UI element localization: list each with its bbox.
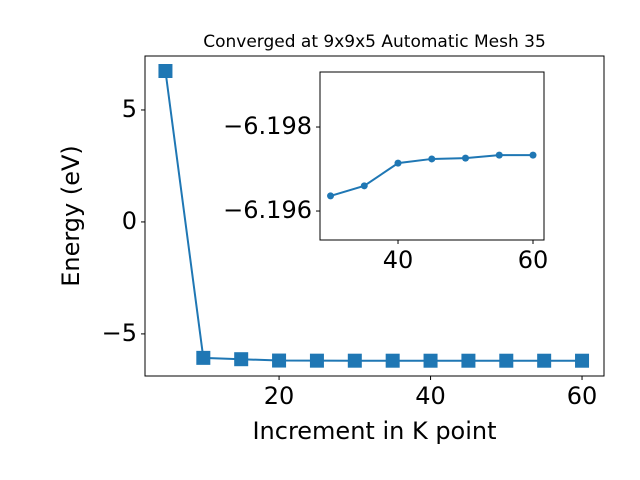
marker <box>309 353 324 368</box>
marker <box>327 192 335 200</box>
marker <box>423 353 438 368</box>
chart-title: Converged at 9x9x5 Automatic Mesh 35 <box>203 32 546 52</box>
marker <box>495 151 503 159</box>
marker <box>360 182 368 190</box>
y-tick-label: 0 <box>122 207 137 235</box>
marker <box>428 155 436 163</box>
x-axis-label: Increment in K point <box>252 417 496 445</box>
x-tick-label: 20 <box>264 382 295 410</box>
marker <box>461 353 476 368</box>
x-tick-label: 40 <box>415 382 446 410</box>
marker <box>529 151 537 159</box>
marker <box>347 353 362 368</box>
marker <box>499 353 514 368</box>
marker <box>537 353 552 368</box>
marker <box>196 350 211 365</box>
x-tick-label: 60 <box>567 382 598 410</box>
marker <box>272 353 287 368</box>
marker <box>394 159 402 167</box>
marker <box>158 64 173 79</box>
y-tick-label: −6.196 <box>223 196 312 224</box>
y-tick-label: −5 <box>102 319 137 347</box>
marker <box>575 353 590 368</box>
y-tick-label: −6.198 <box>223 112 312 140</box>
marker <box>234 352 249 367</box>
marker <box>385 353 400 368</box>
x-tick-label: 40 <box>383 246 414 274</box>
y-axis-label: Energy (eV) <box>57 145 85 287</box>
y-tick-label: 5 <box>122 95 137 123</box>
x-tick-label: 60 <box>518 246 549 274</box>
marker <box>462 154 470 162</box>
